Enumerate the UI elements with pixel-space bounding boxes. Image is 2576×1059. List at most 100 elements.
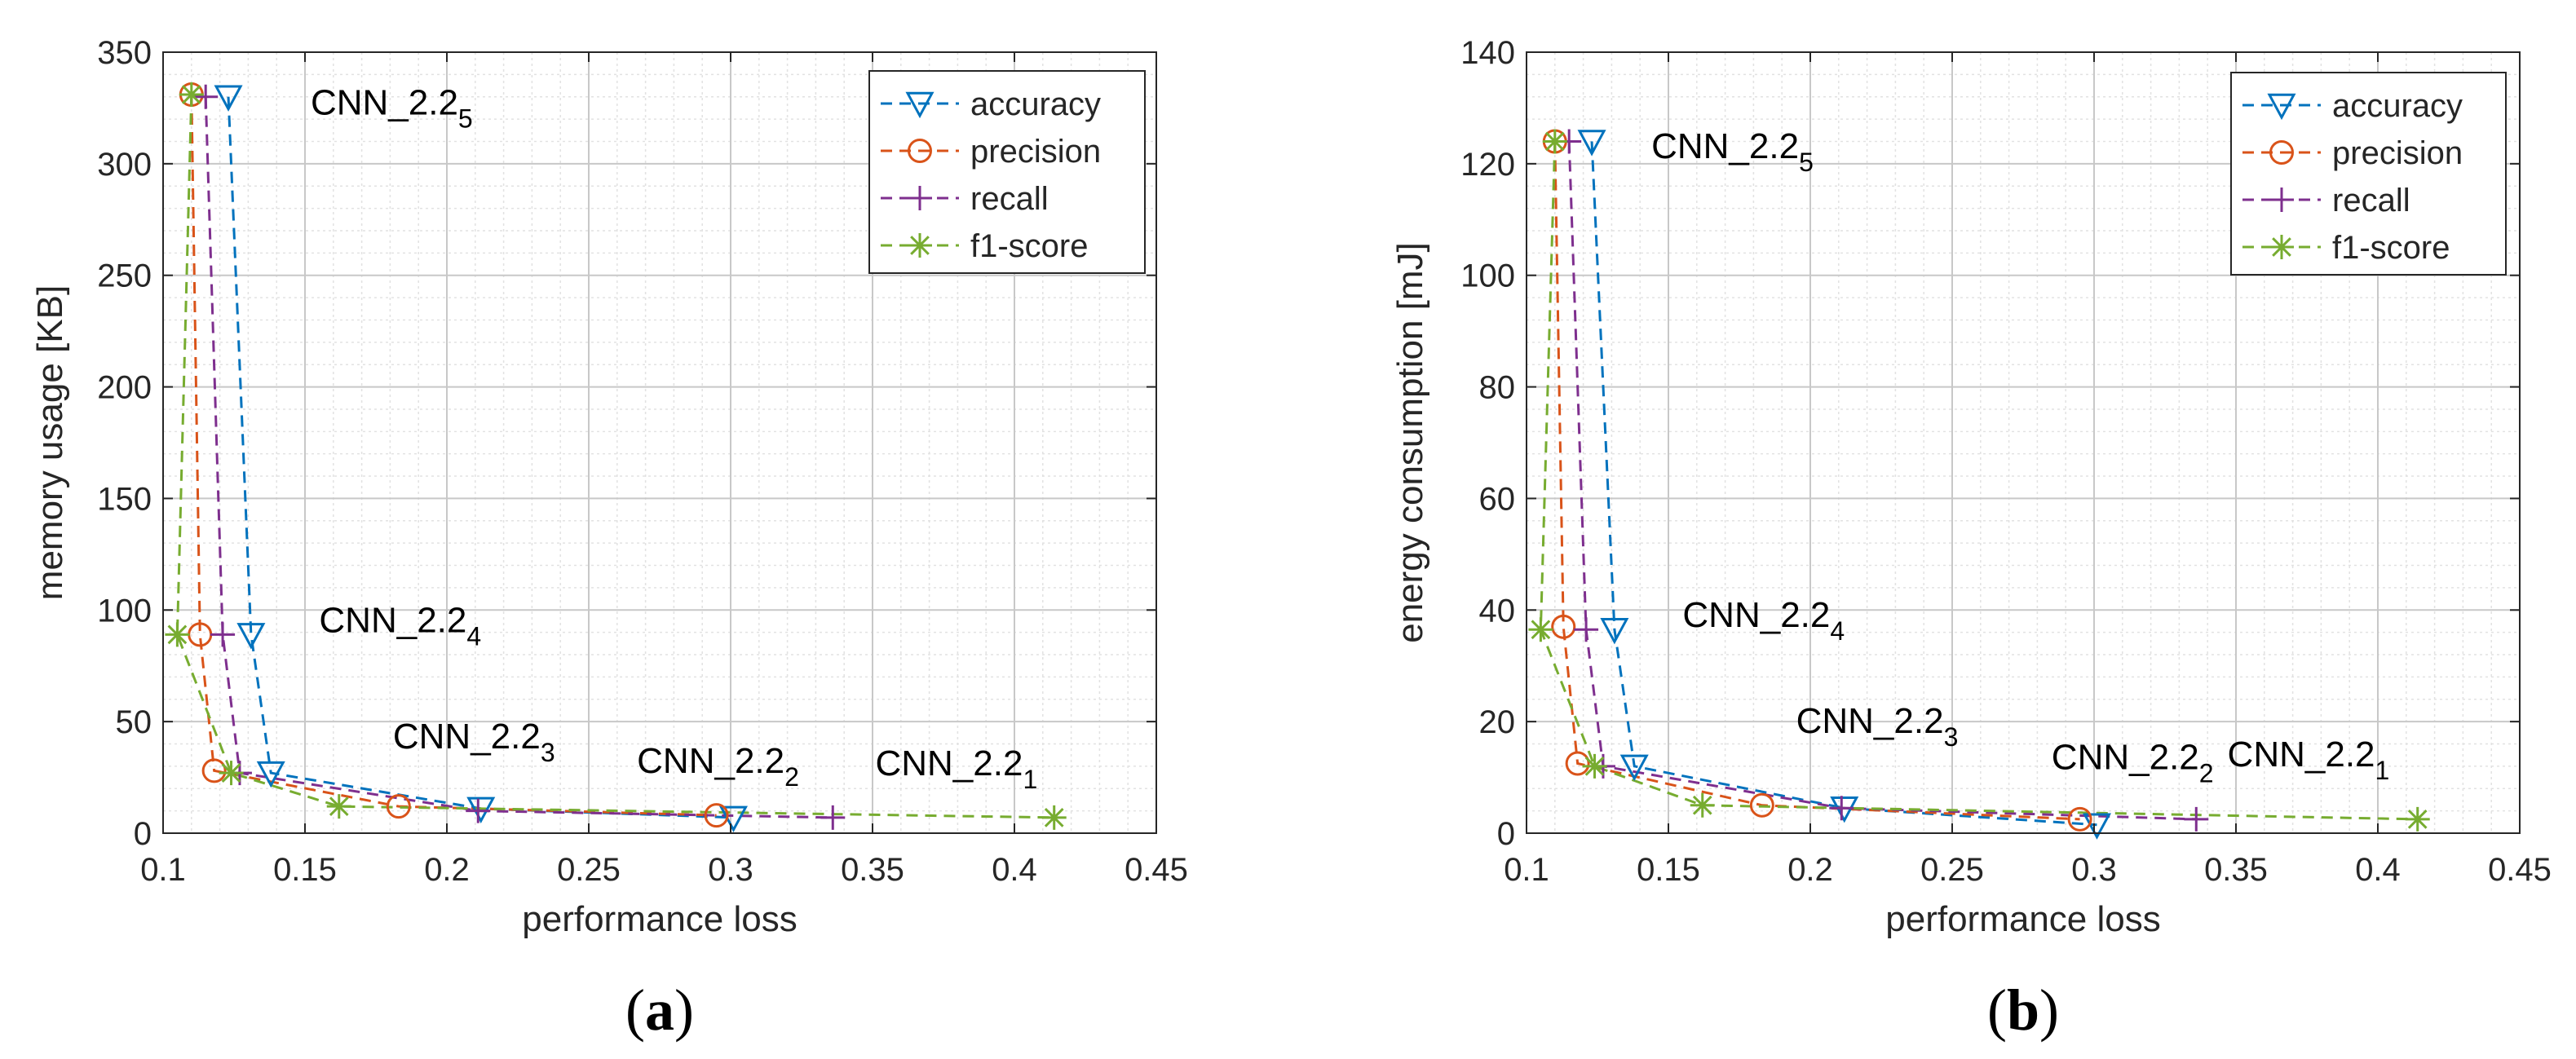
annotation-cnn-b-2: CNN_2.22: [2052, 737, 2214, 788]
legend-marker-f1_score-a: [908, 233, 932, 258]
marker-accuracy-b-5: [2082, 813, 2111, 840]
annotation-subscript: 4: [1830, 616, 1845, 646]
y-tick-label-a-2: 100: [97, 593, 152, 629]
caption-a: (a): [625, 977, 694, 1043]
x-tick-label-b-6: 0.4: [2355, 852, 2401, 888]
marker-f1_score-a-3: [219, 761, 244, 786]
annotation-cnn-b-3: CNN_2.23: [1796, 701, 1959, 752]
y-tick-label-b-2: 40: [1479, 593, 1516, 629]
marker-precision-a-4: [386, 794, 411, 819]
annotation-cnn-a-5: CNN_2.25: [311, 83, 473, 134]
annotation-base: CNN_2.2: [1651, 126, 1799, 166]
legend-label-accuracy-a: accuracy: [970, 86, 1101, 122]
marker-f1_score-b-4: [1690, 792, 1715, 818]
annotation-subscript: 2: [2199, 758, 2214, 788]
marker-accuracy-a-4: [466, 796, 496, 824]
marker-f1_score-a-5: [1041, 805, 1067, 830]
annotation-subscript: 2: [784, 762, 799, 792]
x-tick-label-b-2: 0.2: [1787, 852, 1833, 888]
x-tick-label-a-1: 0.15: [273, 852, 337, 888]
legend-label-precision-a: precision: [970, 134, 1101, 170]
marker-precision-a-3: [201, 758, 227, 783]
marker-recall-b-2: [1574, 617, 1599, 642]
marker-precision-b-5: [2067, 806, 2092, 832]
marker-accuracy-a-1: [214, 85, 243, 112]
y-tick-label-a-4: 200: [97, 370, 152, 406]
y-tick-label-b-0: 0: [1497, 816, 1515, 852]
marker-f1_score-b-3: [1582, 753, 1607, 779]
marker-f1_score-a-4: [326, 794, 351, 819]
x-tick-label-a-7: 0.45: [1125, 852, 1188, 888]
annotation-base: CNN_2.2: [319, 601, 466, 641]
annotation-base: CNN_2.2: [1796, 701, 1944, 741]
annotation-cnn-a-3: CNN_2.23: [393, 717, 555, 767]
annotation-base: CNN_2.2: [1682, 595, 1830, 635]
x-axis-label-a: performance loss: [522, 899, 797, 939]
annotation-base: CNN_2.2: [2052, 737, 2199, 777]
annotation-subscript: 3: [1944, 722, 1959, 752]
x-tick-label-a-2: 0.2: [424, 852, 470, 888]
marker-accuracy-a-2: [236, 623, 266, 650]
marker-accuracy-b-3: [1619, 754, 1649, 782]
series-line-precision-a: [190, 94, 717, 817]
y-tick-label-b-5: 100: [1460, 258, 1515, 294]
legend-marker-precision-b: [2269, 140, 2294, 165]
x-tick-label-a-3: 0.25: [557, 852, 621, 888]
x-tick-label-b-7: 0.45: [2488, 852, 2552, 888]
x-tick-label-a-0: 0.1: [140, 852, 186, 888]
annotation-cnn-a-2: CNN_2.22: [637, 741, 799, 792]
y-tick-label-b-6: 120: [1460, 147, 1515, 183]
annotation-base: CNN_2.2: [393, 717, 541, 757]
marker-precision-b-2: [1551, 614, 1576, 639]
marker-f1_score-b-2: [1528, 617, 1553, 642]
marker-f1_score-a-2: [165, 622, 190, 647]
axes-box-b: [1526, 51, 2521, 834]
marker-f1_score-a-1: [179, 82, 204, 108]
x-tick-label-a-5: 0.35: [841, 852, 904, 888]
legend-label-f1_score-a: f1-score: [970, 228, 1089, 264]
x-tick-label-b-5: 0.35: [2204, 852, 2268, 888]
legend-label-recall-b: recall: [2332, 183, 2410, 218]
axes-box-a: [162, 51, 1157, 834]
marker-recall-a-2: [210, 622, 236, 647]
marker-accuracy-a-3: [256, 761, 285, 788]
y-axis-label-b: energy consumption [mJ]: [1390, 242, 1430, 643]
y-tick-label-a-6: 300: [97, 147, 152, 183]
annotation-cnn-b-4: CNN_2.24: [1682, 595, 1845, 646]
annotation-cnn-b-1: CNN_2.21: [2228, 735, 2390, 785]
marker-f1_score-b-1: [1542, 129, 1567, 154]
x-tick-label-b-1: 0.15: [1637, 852, 1700, 888]
legend-b: accuracy precision recall f1-score: [2230, 72, 2507, 276]
legend-label-f1_score-b: f1-score: [2332, 230, 2450, 266]
x-tick-label-a-4: 0.3: [708, 852, 753, 888]
marker-recall-a-4: [466, 798, 491, 823]
annotation-subscript: 3: [541, 738, 555, 767]
y-tick-label-b-1: 20: [1479, 704, 1516, 740]
marker-accuracy-b-1: [1577, 130, 1606, 157]
legend-marker-recall-b: [2269, 188, 2294, 212]
y-axis-label-a: memory usage [KB]: [30, 285, 70, 600]
marker-accuracy-b-2: [1600, 617, 1629, 645]
legend-marker-accuracy-a: [905, 91, 935, 119]
legend-a: accuracy precision recall f1-score: [868, 70, 1146, 274]
legend-marker-precision-a: [908, 139, 932, 163]
x-tick-label-a-6: 0.4: [992, 852, 1037, 888]
annotation-cnn-a-1: CNN_2.21: [875, 744, 1037, 794]
y-tick-label-a-1: 50: [116, 704, 152, 740]
marker-recall-b-5: [2184, 806, 2209, 832]
annotation-subscript: 4: [466, 622, 481, 651]
y-tick-label-b-7: 140: [1460, 35, 1515, 71]
legend-marker-accuracy-b: [2267, 93, 2296, 121]
annotation-cnn-a-4: CNN_2.24: [319, 601, 481, 651]
marker-precision-b-4: [1749, 792, 1774, 818]
x-tick-label-b-0: 0.1: [1504, 852, 1549, 888]
y-tick-label-a-7: 350: [97, 35, 152, 71]
annotation-base: CNN_2.2: [875, 744, 1023, 783]
annotation-base: CNN_2.2: [311, 83, 458, 123]
chart-panel-b: 0.1 0.15 0.2 0.25 0.3 0.35 0.4 0.45 0 20 40 60 80 100…: [1390, 35, 2552, 1043]
y-tick-label-a-3: 150: [97, 481, 152, 517]
annotation-subscript: 5: [458, 104, 473, 134]
y-tick-label-b-4: 80: [1479, 370, 1516, 406]
series-line-f1_score-b: [1539, 141, 2418, 821]
marker-recall-a-1: [193, 84, 219, 109]
